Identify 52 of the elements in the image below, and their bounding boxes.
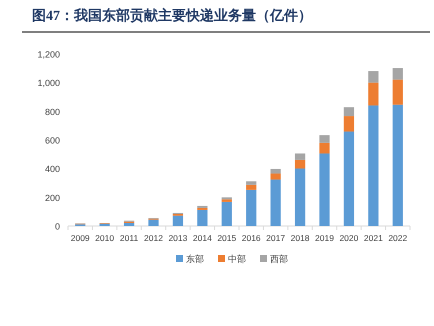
bar	[222, 202, 232, 226]
bar	[270, 168, 281, 174]
x-tick-label: 2012	[144, 233, 164, 243]
bar	[392, 104, 403, 226]
bar	[246, 190, 256, 226]
legend-label: 西部	[270, 254, 288, 264]
y-tick-label: 1,200	[37, 50, 60, 60]
bar	[368, 105, 378, 226]
bar	[319, 135, 330, 143]
bar	[148, 220, 159, 226]
x-tick-label: 2018	[290, 233, 310, 243]
x-tick-label: 2009	[70, 233, 90, 243]
y-tick-label: 1,000	[37, 78, 60, 88]
bar	[246, 181, 256, 185]
bar	[124, 222, 134, 226]
bar	[344, 107, 354, 116]
bar	[392, 68, 403, 80]
bar	[294, 160, 306, 169]
x-tick-label: 2022	[388, 233, 408, 243]
y-tick-label: 800	[44, 106, 60, 117]
y-tick-label: 600	[44, 136, 60, 146]
y-tick-label: 400	[44, 164, 60, 174]
x-tick-label: 2020	[339, 233, 359, 243]
bar	[368, 71, 378, 83]
x-tick-label: 2019	[315, 233, 334, 243]
bar	[319, 142, 330, 154]
x-tick-label: 2016	[242, 233, 261, 243]
x-tick-label: 2013	[168, 233, 188, 243]
x-tick-label: 2014	[192, 233, 212, 243]
bar	[319, 153, 330, 226]
x-tick-label: 2021	[364, 233, 384, 243]
x-tick-label: 2015	[217, 233, 237, 243]
legend-label: 中部	[228, 254, 246, 264]
bar	[294, 153, 306, 160]
bar	[246, 184, 256, 190]
x-tick-label: 2010	[95, 233, 114, 243]
legend-label: 东部	[186, 254, 204, 264]
y-tick-label: 0	[54, 222, 60, 232]
chart-title: 图47：我国东部贡献主要快递业务量（亿件）	[32, 7, 312, 24]
bar	[197, 210, 208, 226]
bar	[368, 82, 378, 106]
bar	[344, 116, 354, 132]
bar	[270, 174, 281, 180]
x-tick-label: 2017	[266, 233, 286, 243]
bar	[392, 80, 403, 105]
x-tick-label: 2011	[120, 233, 138, 243]
y-tick-label: 200	[44, 192, 60, 203]
bar	[270, 180, 281, 226]
bar	[172, 216, 184, 226]
bar	[294, 168, 306, 226]
bar	[344, 132, 354, 226]
bar	[222, 199, 232, 202]
